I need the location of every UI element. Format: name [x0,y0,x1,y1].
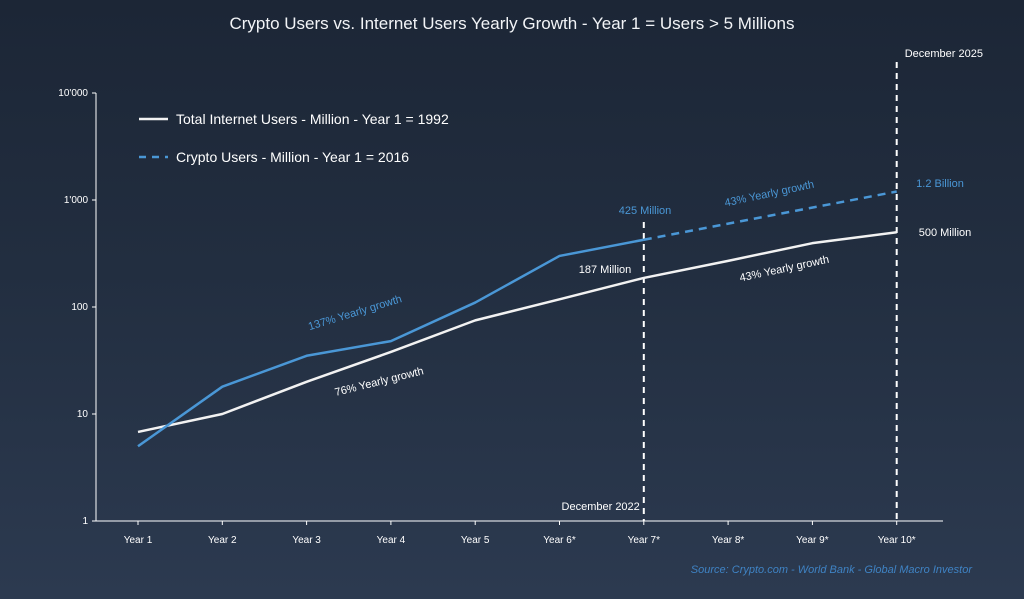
x-tick-label: Year 1 [124,535,153,546]
series-line [643,190,897,241]
annotation-label: 43% Yearly growth [739,254,831,285]
x-tick-label: Year 6* [543,535,576,546]
series-line [137,230,897,434]
x-tick-label: Year 8* [712,535,745,546]
annotation-label: 137% Yearly growth [307,293,403,333]
x-tick-label: Year 9* [796,535,829,546]
marker-label: December 2022 [562,501,640,513]
x-tick-label: Year 4 [377,535,406,546]
annotation-label: 43% Yearly growth [724,179,816,210]
x-tick-label: Year 2 [208,535,237,546]
source-note: Source: Crypto.com - World Bank - Global… [690,564,972,576]
annotation-label: 76% Yearly growth [334,365,425,399]
annotation-label: 500 Million [919,227,972,239]
x-tick-label: Year 7* [628,535,661,546]
annotation-label: 425 Million [619,205,672,217]
y-tick-label: 10'000 [58,88,88,99]
x-tick-label: Year 3 [292,535,321,546]
y-tick-label: 10 [77,409,89,420]
series-line [137,238,645,448]
marker-label: December 2025 [905,48,983,60]
y-tick-label: 1 [82,516,88,527]
annotation-label: 1.2 Billion [916,178,964,190]
legend-label-internet: Total Internet Users - Million - Year 1 … [176,111,449,127]
y-tick-label: 1'000 [64,195,89,206]
y-tick-label: 100 [71,302,88,313]
legend-label-crypto: Crypto Users - Million - Year 1 = 2016 [176,149,409,165]
x-tick-label: Year 5 [461,535,490,546]
x-tick-label: Year 10* [878,535,916,546]
chart-title: Crypto Users vs. Internet Users Yearly G… [229,14,795,33]
annotation-label: 187 Million [579,264,632,276]
